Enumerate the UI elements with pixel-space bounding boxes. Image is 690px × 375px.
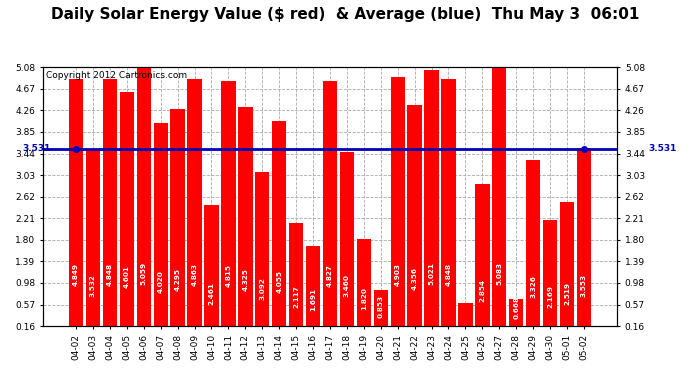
Text: 3.460: 3.460 bbox=[344, 274, 350, 297]
Bar bbox=[153, 123, 168, 326]
Bar bbox=[255, 172, 270, 326]
Bar bbox=[577, 148, 591, 326]
Text: 4.325: 4.325 bbox=[242, 268, 248, 291]
Bar bbox=[119, 93, 134, 326]
Text: 5.059: 5.059 bbox=[141, 262, 147, 285]
Text: Daily Solar Energy Value ($ red)  & Average (blue)  Thu May 3  06:01: Daily Solar Energy Value ($ red) & Avera… bbox=[51, 8, 639, 22]
Bar bbox=[391, 76, 405, 326]
Bar bbox=[221, 81, 235, 326]
Bar bbox=[373, 290, 388, 326]
Text: 5.083: 5.083 bbox=[496, 262, 502, 285]
Text: 4.848: 4.848 bbox=[446, 264, 451, 286]
Text: 3.553: 3.553 bbox=[581, 274, 587, 297]
Text: 2.461: 2.461 bbox=[208, 282, 215, 305]
Bar bbox=[424, 70, 439, 326]
Bar bbox=[86, 149, 100, 326]
Text: 4.827: 4.827 bbox=[327, 264, 333, 286]
Bar bbox=[339, 153, 354, 326]
Text: 4.601: 4.601 bbox=[124, 266, 130, 288]
Text: 0.853: 0.853 bbox=[377, 295, 384, 318]
Text: 2.854: 2.854 bbox=[480, 279, 485, 302]
Text: 1.691: 1.691 bbox=[310, 288, 316, 311]
Bar bbox=[306, 246, 320, 326]
Text: 3.092: 3.092 bbox=[259, 278, 265, 300]
Text: 4.356: 4.356 bbox=[412, 267, 417, 290]
Bar bbox=[170, 108, 185, 326]
Text: 3.531: 3.531 bbox=[649, 144, 677, 153]
Text: 4.020: 4.020 bbox=[158, 270, 164, 293]
Bar bbox=[289, 223, 304, 326]
Bar bbox=[442, 80, 455, 326]
Text: 3.531: 3.531 bbox=[22, 144, 50, 153]
Text: 3.532: 3.532 bbox=[90, 274, 96, 297]
Bar bbox=[238, 107, 253, 326]
Text: 5.021: 5.021 bbox=[428, 262, 435, 285]
Bar bbox=[357, 239, 371, 326]
Text: 4.849: 4.849 bbox=[73, 264, 79, 286]
Text: 4.295: 4.295 bbox=[175, 268, 181, 291]
Bar bbox=[543, 220, 558, 326]
Bar bbox=[204, 205, 219, 326]
Bar bbox=[560, 202, 574, 326]
Bar bbox=[526, 159, 540, 326]
Bar bbox=[458, 303, 473, 326]
Text: 3.326: 3.326 bbox=[530, 276, 536, 298]
Text: 0.668: 0.668 bbox=[513, 296, 519, 320]
Text: 4.848: 4.848 bbox=[107, 264, 113, 286]
Bar bbox=[492, 67, 506, 326]
Text: 2.169: 2.169 bbox=[547, 285, 553, 308]
Text: 4.815: 4.815 bbox=[226, 264, 231, 287]
Bar bbox=[137, 68, 151, 326]
Bar bbox=[407, 105, 422, 326]
Bar bbox=[103, 80, 117, 326]
Text: Copyright 2012 Cartronics.com: Copyright 2012 Cartronics.com bbox=[46, 71, 187, 80]
Text: 4.903: 4.903 bbox=[395, 263, 401, 286]
Bar bbox=[272, 121, 286, 326]
Bar bbox=[475, 184, 489, 326]
Bar bbox=[509, 299, 524, 326]
Bar bbox=[69, 80, 83, 326]
Text: 2.519: 2.519 bbox=[564, 282, 570, 305]
Text: 1.820: 1.820 bbox=[361, 288, 367, 310]
Text: 4.055: 4.055 bbox=[276, 270, 282, 293]
Bar bbox=[323, 81, 337, 326]
Bar bbox=[188, 79, 201, 326]
Text: 2.117: 2.117 bbox=[293, 285, 299, 308]
Text: 4.863: 4.863 bbox=[192, 263, 197, 286]
